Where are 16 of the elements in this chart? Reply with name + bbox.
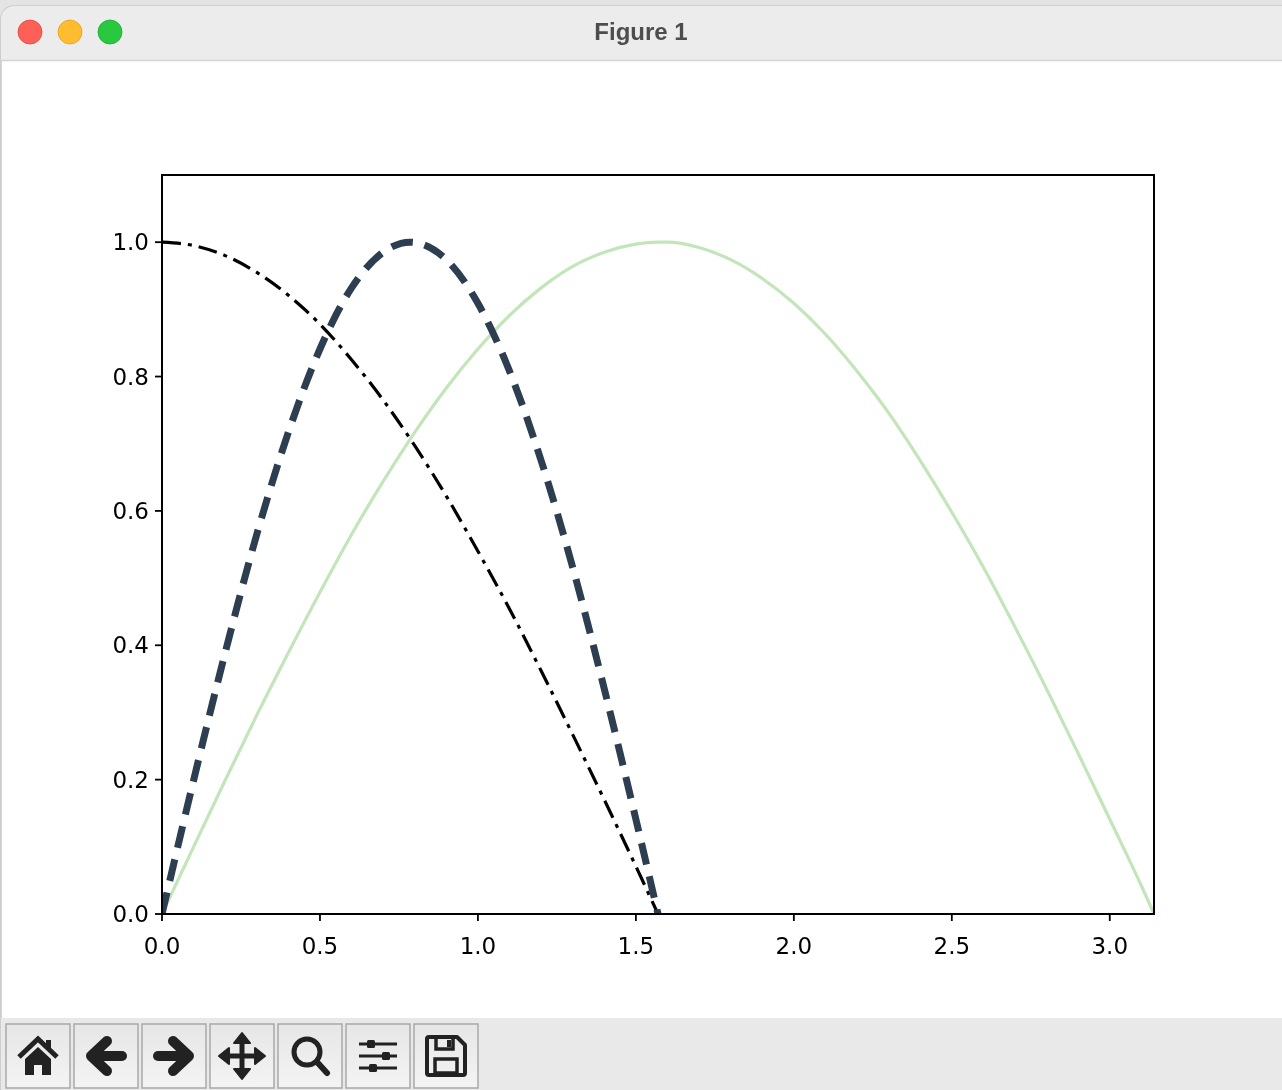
y-tick-label: 0.2 bbox=[112, 766, 149, 793]
y-tick-label: 1.0 bbox=[112, 229, 149, 256]
y-tick-label: 0.8 bbox=[112, 363, 149, 390]
y-tick-label: 0.6 bbox=[112, 497, 149, 524]
close-button[interactable] bbox=[17, 19, 43, 45]
x-tick-label: 1.0 bbox=[459, 933, 497, 959]
x-tick-label: 3.0 bbox=[1091, 933, 1129, 959]
y-tick-label: 0.0 bbox=[112, 901, 149, 928]
caption: Figure 1 bbox=[594, 18, 688, 46]
x-tick-label: 2.0 bbox=[775, 933, 813, 959]
x-tick-label: 0.0 bbox=[143, 933, 181, 959]
x-tick-label: 2.5 bbox=[933, 933, 971, 959]
settings-button[interactable] bbox=[345, 1023, 411, 1089]
x-tick-label: 1.5 bbox=[617, 933, 655, 959]
y-tick-label: 0.4 bbox=[112, 632, 149, 659]
x-tick-label: 0.5 bbox=[301, 933, 339, 959]
